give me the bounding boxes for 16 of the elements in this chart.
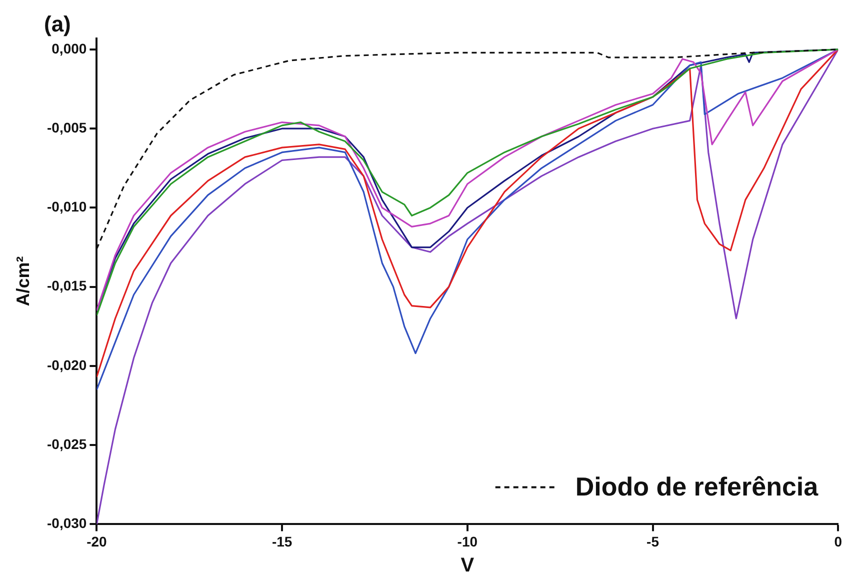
x-axis-title: V	[460, 554, 475, 577]
legend-label: Diodo de referência	[575, 471, 819, 502]
y-tick-label: -0,015	[46, 278, 87, 294]
y-axis-title: A/cm²	[12, 256, 33, 306]
chart-title: (a)	[44, 11, 71, 36]
y-tick-label: -0,020	[46, 356, 87, 373]
y-tick-label: 0,000	[52, 40, 87, 56]
x-tick-label: -5	[646, 533, 660, 550]
x-tick-label: 0	[834, 533, 842, 550]
y-tick-label: -0,005	[46, 119, 87, 136]
y-tick-label: -0,025	[46, 436, 87, 452]
x-tick-label: -15	[272, 533, 292, 550]
x-tick-label: -10	[457, 533, 478, 550]
y-tick-label: -0,010	[46, 198, 87, 215]
y-tick-label: -0,030	[46, 515, 87, 532]
x-tick-label: -20	[86, 533, 108, 550]
